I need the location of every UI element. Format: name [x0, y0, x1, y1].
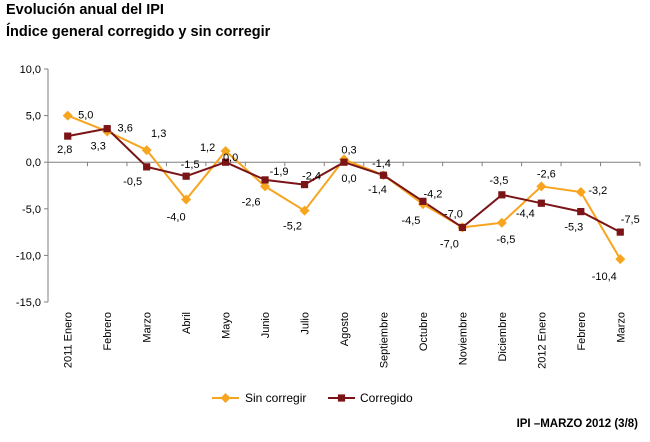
data-point-corregido	[419, 197, 427, 205]
chart-title: Evolución anual del IPI	[6, 2, 164, 18]
legend-marker-sin-corregir	[220, 393, 231, 403]
data-label-sin-corregir: -2,6	[537, 168, 556, 180]
data-point-corregido	[577, 207, 585, 216]
data-point-sin-corregir	[260, 181, 271, 192]
data-point-sin-corregir	[220, 146, 231, 157]
data-label-sin-corregir: -2,6	[242, 196, 261, 208]
x-tick-label: 2012 Enero	[536, 312, 548, 369]
data-point-corregido	[64, 132, 72, 140]
y-tick-label: 5,0	[26, 111, 41, 123]
data-point-corregido	[537, 199, 545, 207]
data-label-corregido: -1,5	[181, 159, 200, 171]
data-label-corregido: -2,4	[302, 171, 321, 183]
data-label-sin-corregir: -4,0	[167, 211, 186, 223]
data-point-corregido	[143, 163, 151, 171]
data-point-corregido	[300, 180, 309, 189]
data-label-sin-corregir: 3,3	[91, 140, 106, 152]
data-label-corregido: 0,0	[223, 152, 238, 164]
data-label-corregido: -7,5	[621, 214, 640, 226]
data-label-sin-corregir: 1,3	[151, 128, 166, 140]
data-point-corregido	[261, 176, 269, 184]
data-point-sin-corregir	[141, 145, 152, 156]
data-label-corregido: -3,5	[489, 175, 508, 187]
data-label-corregido: -4,4	[516, 208, 535, 220]
data-label-sin-corregir: -10,4	[592, 271, 617, 283]
y-tick-label: -5,0	[22, 204, 41, 216]
data-point-corregido	[498, 191, 506, 199]
x-tick-label: Septiembre	[378, 312, 390, 368]
data-label-sin-corregir: -6,5	[496, 234, 515, 246]
x-tick-label: Octubre	[418, 312, 430, 351]
data-point-corregido	[458, 223, 466, 232]
y-tick-label: 10,0	[20, 64, 41, 76]
data-point-corregido	[379, 171, 388, 179]
data-point-sin-corregir	[615, 254, 626, 265]
data-point-corregido	[182, 172, 190, 180]
y-tick-label: -15,0	[16, 297, 41, 309]
data-label-sin-corregir: -3,2	[588, 185, 607, 197]
y-tick-label: -10,0	[16, 250, 41, 262]
data-label-corregido: -5,3	[564, 222, 583, 234]
x-tick-label: Julio	[300, 312, 312, 335]
data-label-corregido: -1,4	[368, 184, 387, 196]
data-point-corregido	[222, 158, 230, 166]
data-label-sin-corregir: 1,2	[200, 142, 215, 154]
data-label-corregido: 0,0	[341, 173, 356, 185]
data-label-sin-corregir: -7,0	[440, 238, 459, 250]
data-point-sin-corregir	[299, 205, 310, 216]
data-point-corregido	[103, 125, 111, 133]
data-label-corregido: -7,0	[444, 208, 463, 220]
legend-label: Sin corregir	[245, 391, 306, 405]
data-point-sin-corregir	[575, 187, 586, 198]
data-label-sin-corregir: 5,0	[78, 110, 93, 122]
x-tick-label: Junio	[260, 312, 272, 338]
data-point-sin-corregir	[496, 217, 507, 228]
data-point-sin-corregir	[62, 110, 73, 121]
data-label-sin-corregir: -5,2	[283, 221, 302, 233]
x-tick-label: Diciembre	[497, 312, 509, 362]
y-tick-label: 0,0	[26, 157, 41, 169]
data-label-corregido: 2,8	[57, 144, 72, 156]
legend-marker-corregido	[337, 394, 346, 402]
data-label-corregido: -4,2	[423, 188, 442, 200]
data-point-sin-corregir	[181, 194, 192, 205]
data-label-corregido: 3,6	[118, 123, 133, 135]
data-label-sin-corregir: -1,4	[372, 158, 391, 170]
x-tick-label: 2011 Enero	[63, 312, 75, 368]
data-point-corregido	[616, 228, 624, 236]
data-point-sin-corregir	[536, 181, 547, 192]
page-footer: IPI –MARZO 2012 (3/8)	[516, 418, 638, 430]
x-tick-label: Marzo	[615, 312, 627, 343]
chart-subtitle: Índice general corregido y sin corregir	[6, 24, 271, 40]
x-tick-label: Febrero	[102, 312, 114, 351]
data-label-corregido: -1,9	[270, 166, 289, 178]
x-tick-label: Abril	[181, 312, 193, 334]
legend-label: Corregido	[360, 391, 413, 405]
data-label-sin-corregir: -4,5	[401, 215, 420, 227]
x-tick-label: Mayo	[221, 312, 233, 339]
x-tick-label: Agosto	[339, 312, 351, 346]
x-tick-label: Febrero	[576, 312, 588, 351]
data-point-corregido	[340, 158, 348, 166]
x-tick-label: Marzo	[142, 312, 154, 343]
x-tick-label: Noviembre	[457, 312, 469, 365]
data-label-corregido: -0,5	[123, 176, 142, 188]
data-label-sin-corregir: 0,3	[341, 144, 356, 156]
